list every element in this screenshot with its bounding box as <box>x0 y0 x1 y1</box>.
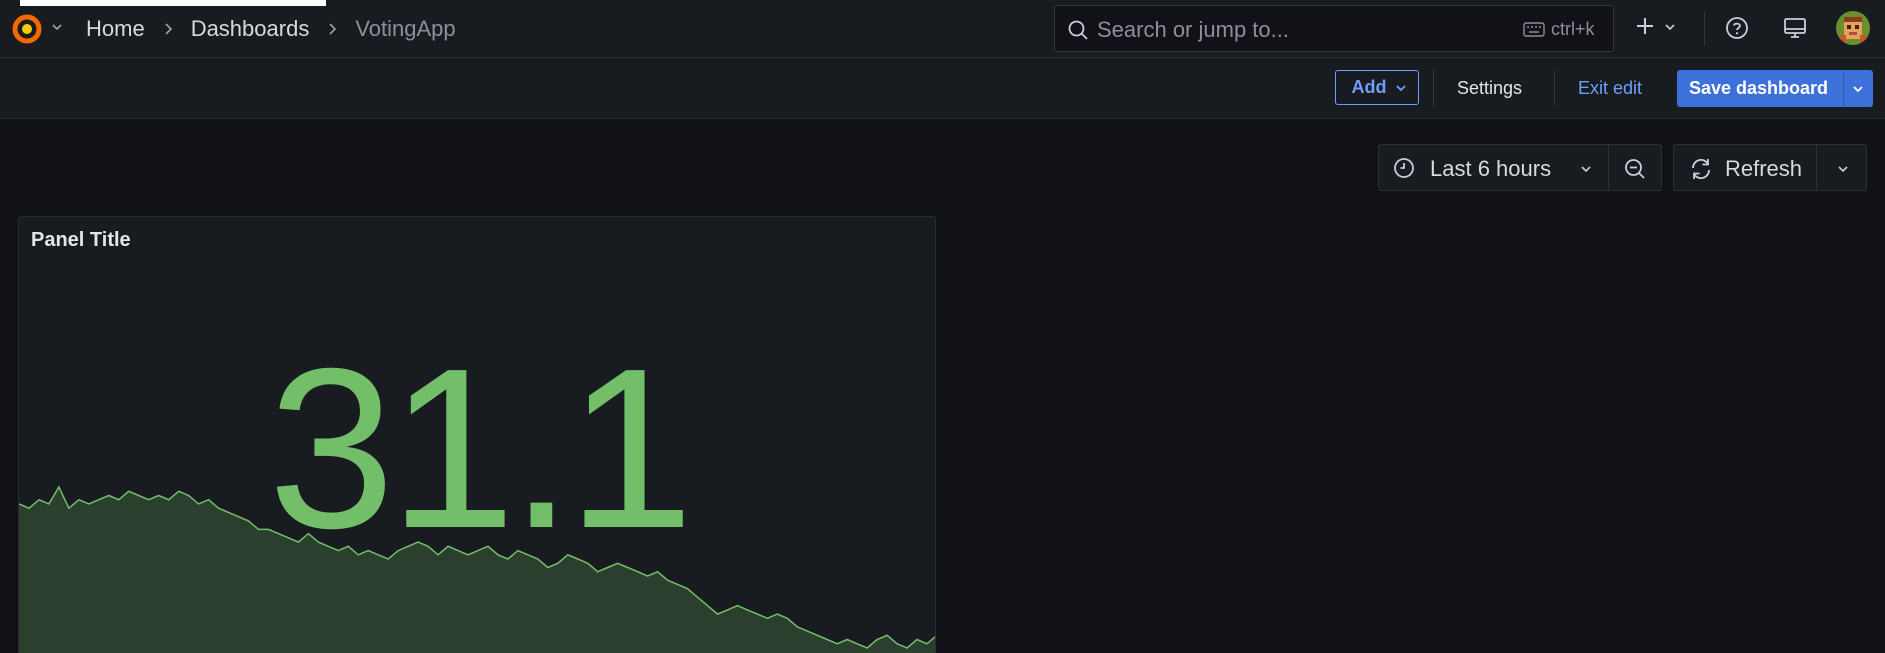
refresh-icon <box>1692 158 1710 180</box>
keyboard-icon <box>1523 22 1545 37</box>
chevron-right-icon <box>329 23 337 35</box>
clock-icon <box>1394 158 1414 178</box>
stat-value: 31.1 <box>268 322 694 576</box>
search-icon <box>1068 20 1088 40</box>
button-divider <box>1608 145 1609 190</box>
panel-title: Panel Title <box>31 229 131 251</box>
save-dashboard-label: Save dashboard <box>1689 78 1829 98</box>
avatar[interactable] <box>1836 11 1870 45</box>
divider <box>1554 70 1555 106</box>
sparkline-area <box>19 487 935 653</box>
chevron-down-icon[interactable] <box>1836 162 1850 176</box>
add-button[interactable]: Add <box>1335 70 1419 105</box>
stat-panel[interactable]: Panel Title 31.1 <box>18 216 936 653</box>
chevron-down-icon <box>1581 166 1591 173</box>
search-input[interactable]: Search or jump to... ctrl+k <box>1054 5 1614 52</box>
exit-edit-button[interactable]: Exit edit <box>1578 78 1643 98</box>
plus-icon[interactable] <box>1634 15 1656 37</box>
breadcrumb: Home Dashboards VotingApp <box>86 15 456 43</box>
refresh-button[interactable]: Refresh <box>1673 144 1867 191</box>
button-divider <box>1816 145 1817 190</box>
zoom-out-icon[interactable] <box>1623 157 1647 181</box>
settings-button[interactable]: Settings <box>1457 78 1523 98</box>
divider <box>1433 70 1434 106</box>
time-range-picker[interactable]: Last 6 hours <box>1378 144 1662 191</box>
search-placeholder: Search or jump to... <box>1097 17 1289 42</box>
redaction-bar <box>20 0 326 6</box>
sparkline-line <box>19 485 935 649</box>
breadcrumb-home[interactable]: Home <box>86 16 145 41</box>
time-range-label: Last 6 hours <box>1430 156 1552 181</box>
save-dashboard-button[interactable]: Save dashboard <box>1677 70 1873 107</box>
button-divider <box>1843 70 1844 107</box>
monitor-icon[interactable] <box>1782 16 1808 40</box>
refresh-label: Refresh <box>1725 156 1803 181</box>
chevron-down-icon[interactable] <box>1664 21 1676 33</box>
breadcrumb-current: VotingApp <box>355 16 456 41</box>
sparkline-chart <box>19 485 935 653</box>
chevron-down-icon[interactable] <box>1852 83 1864 95</box>
divider <box>1704 12 1705 46</box>
chevron-down-icon <box>1395 84 1406 91</box>
chevron-down-icon[interactable] <box>50 20 64 34</box>
breadcrumb-dashboards[interactable]: Dashboards <box>190 16 310 41</box>
dashboard-edit-toolbar: Add Settings Exit edit Save dashboard <box>0 58 1885 119</box>
help-icon[interactable] <box>1725 16 1749 40</box>
grafana-logo-icon[interactable] <box>10 12 44 46</box>
top-nav-bar: Home Dashboards VotingApp Search or jump… <box>0 0 1885 58</box>
search-shortcut: ctrl+k <box>1551 19 1595 39</box>
chevron-right-icon <box>165 23 172 35</box>
add-button-label: Add <box>1351 77 1387 97</box>
